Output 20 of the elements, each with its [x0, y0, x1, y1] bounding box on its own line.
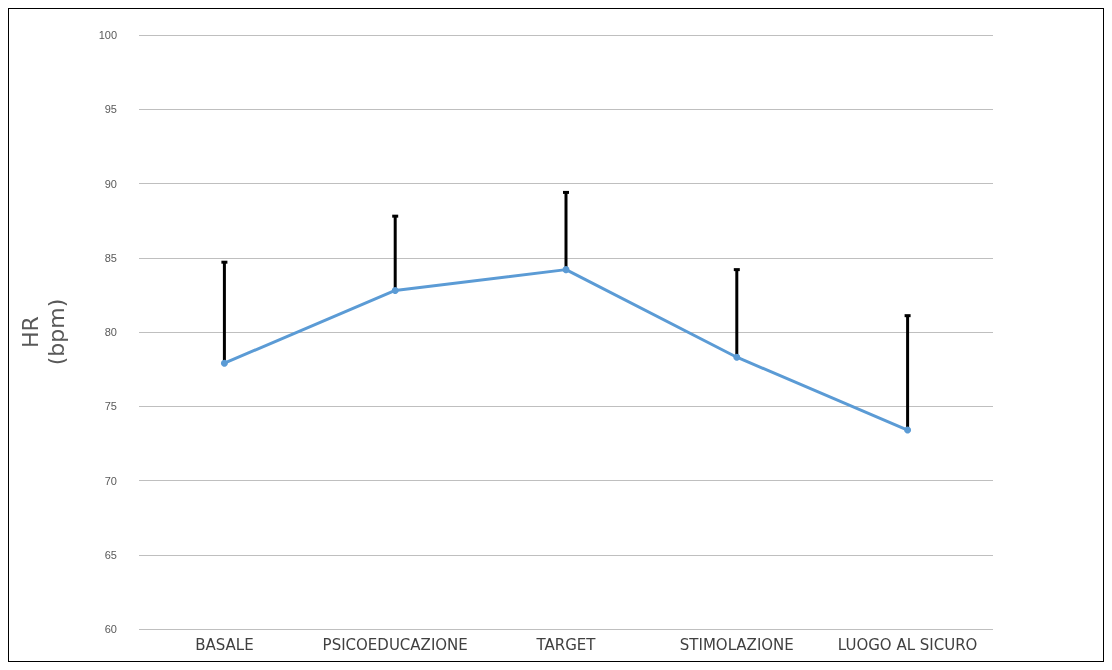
y-tick-label: 70	[104, 474, 117, 487]
x-tick-label: LUOGO AL SICURO	[837, 635, 978, 654]
y-tick-label: 90	[104, 177, 117, 190]
y-tick-label: 60	[104, 623, 117, 635]
x-tick-label: STIMOLAZIONE	[679, 635, 794, 654]
point	[562, 266, 570, 274]
y-tick-label: 95	[104, 103, 117, 116]
point	[391, 286, 399, 294]
y-tick-label: 85	[104, 251, 117, 264]
point	[904, 426, 912, 434]
x-tick-label: PSICOEDUCAZIONE	[322, 635, 468, 654]
y-tick-label: 80	[104, 326, 117, 338]
y-tick-label: 65	[104, 548, 117, 561]
point	[220, 359, 228, 367]
point	[733, 353, 741, 361]
y-tick-label: 75	[104, 400, 117, 413]
x-tick-label: BASALE	[195, 635, 254, 654]
y-tick-label: 100	[98, 29, 117, 41]
y-axis-title: HR (bpm)	[17, 298, 69, 366]
x-tick-label: TARGET	[535, 635, 597, 654]
